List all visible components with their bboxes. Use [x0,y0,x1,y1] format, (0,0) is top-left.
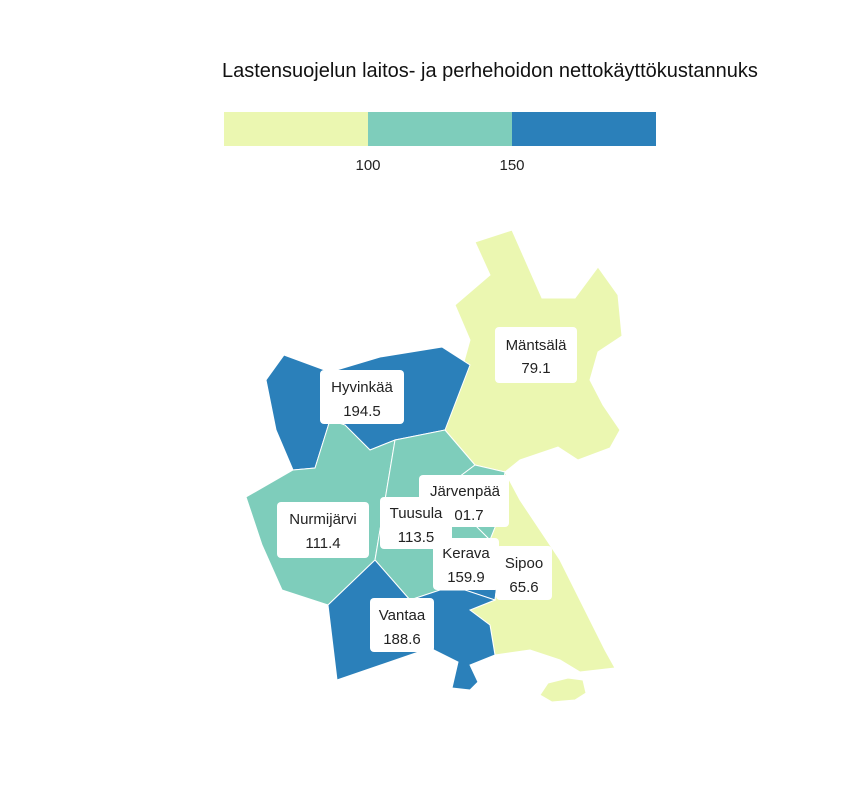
region-name: Järvenpää [430,483,501,500]
label-kerava: Kerava 159.9 [433,538,499,590]
region-name: Kerava [442,545,490,562]
label-box [277,502,369,558]
region-value: 113.5 [398,529,434,546]
label-sipoo: Sipoo 65.6 [496,546,552,600]
region-name: Hyvinkää [331,379,393,396]
label-box [433,538,499,590]
region-value: 79.1 [521,360,550,377]
region-sipoo-island [539,677,587,703]
region-value: 194.5 [343,403,381,420]
legend-title: Lastensuojelun laitos- ja perhehoidon ne… [222,60,758,82]
region-value: 65.6 [509,579,538,596]
region-name: Mäntsälä [506,337,568,354]
label-nurmijarvi: Nurmijärvi 111.4 [277,502,369,558]
region-name: Vantaa [379,607,426,624]
label-tuusula: Tuusula 113.5 [380,497,452,549]
region-name: Nurmijärvi [289,511,357,528]
label-hyvinkaa: Hyvinkää 194.5 [320,370,404,424]
legend-tick-100: 100 [355,157,380,174]
label-box [320,370,404,424]
region-name: Sipoo [505,555,543,572]
region-value: 159.9 [447,569,485,586]
label-box [496,546,552,600]
region-labels: Mäntsälä 79.1 Hyvinkää 194.5 Nurmijärvi … [277,327,577,652]
label-box [380,497,452,549]
region-value: 188.6 [383,631,421,648]
label-box [370,598,434,652]
legend: Lastensuojelun laitos- ja perhehoidon ne… [222,60,758,174]
label-box [495,327,577,383]
legend-swatch-mid [368,112,512,146]
legend-tick-150: 150 [499,157,524,174]
region-name: Tuusula [390,505,443,522]
legend-swatch-low [224,112,368,146]
region-value: 111.4 [305,535,340,552]
label-mantsala: Mäntsälä 79.1 [495,327,577,383]
legend-swatch-high [512,112,656,146]
label-vantaa: Vantaa 188.6 [370,598,434,652]
region-value: 01.7 [454,507,483,524]
